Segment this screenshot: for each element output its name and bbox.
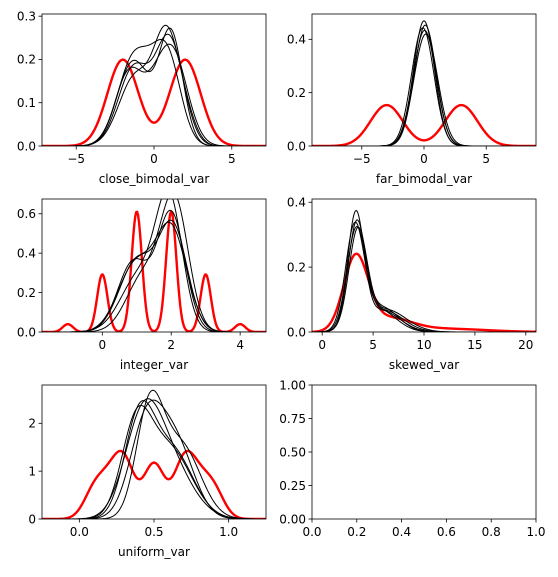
sample-density-line-5 — [312, 226, 536, 332]
reference-density-line — [42, 449, 266, 519]
x-tick-label: 5 — [228, 152, 236, 166]
sample-density-line-4 — [312, 226, 536, 332]
sample-density-line-3 — [312, 27, 536, 146]
x-tick-label: 20 — [518, 338, 533, 352]
x-tick-label: 5 — [369, 338, 377, 352]
sample-density-line-5 — [42, 398, 266, 519]
subplot-6: 0.0 0.2 0.4 0.6 0.8 1.0 0.00 0.25 0.50 0.75 1.00 — [279, 378, 545, 539]
sample-density-line-4 — [42, 24, 266, 146]
axes-frame — [41, 198, 267, 333]
x-tick-label: 4 — [236, 338, 244, 352]
y-tick-label: 0.4 — [287, 33, 306, 47]
x-tick-label: 0.5 — [144, 525, 163, 539]
reference-density-line — [42, 58, 266, 146]
x-tick-label: 0 — [98, 338, 106, 352]
sample-density-line-1 — [312, 20, 536, 146]
sample-density-line-5 — [42, 199, 266, 332]
subplot-1: −5 0 5 0.0 0.1 0.2 0.3 close_bimodal_var — [17, 9, 267, 186]
sample-density-line-2 — [42, 33, 266, 146]
x-axis-label: skewed_var — [389, 358, 459, 372]
y-tick-label: 0.2 — [17, 53, 36, 67]
sample-density-line-3 — [42, 199, 266, 332]
y-tick-label: 1 — [28, 464, 36, 478]
subplot-4: 0 5 10 15 20 0.0 0.2 0.4 skewed_var — [287, 196, 537, 372]
y-tick-label: 0.0 — [17, 139, 36, 153]
x-tick-label: 0 — [318, 338, 326, 352]
sample-density-line-1 — [42, 209, 266, 332]
x-tick-label: 0.6 — [437, 525, 456, 539]
y-tick-label: 0.2 — [287, 86, 306, 100]
x-tick-label: −5 — [67, 152, 85, 166]
x-tick-label: 0.4 — [392, 525, 411, 539]
y-tick-label: 0.4 — [17, 246, 36, 260]
y-tick-label: 0.2 — [287, 260, 306, 274]
x-tick-label: 0 — [420, 152, 428, 166]
x-tick-label: 0 — [150, 152, 158, 166]
sample-density-line-1 — [312, 210, 536, 332]
x-tick-label: −5 — [353, 152, 371, 166]
y-tick-label: 0 — [28, 512, 36, 526]
y-tick-label: 0.25 — [279, 479, 306, 493]
y-tick-label: 0.6 — [17, 207, 36, 221]
reference-density-line — [42, 210, 266, 332]
x-tick-label: 0.0 — [70, 525, 89, 539]
y-tick-label: 1.00 — [279, 378, 306, 392]
x-tick-label: 15 — [467, 338, 482, 352]
reference-density-line — [312, 103, 536, 146]
x-axis-label: integer_var — [120, 358, 188, 372]
axes-frame — [41, 384, 267, 520]
y-tick-label: 0.0 — [17, 325, 36, 339]
x-axis-label: uniform_var — [118, 545, 190, 559]
y-tick-label: 0.0 — [287, 325, 306, 339]
y-tick-label: 0.00 — [279, 512, 306, 526]
y-tick-label: 0.1 — [17, 96, 36, 110]
y-tick-label: 0.2 — [17, 286, 36, 300]
sample-density-line-4 — [312, 29, 536, 146]
x-tick-label: 0.0 — [302, 525, 321, 539]
sample-density-line-2 — [42, 399, 266, 519]
x-tick-label: 0.8 — [482, 525, 501, 539]
x-tick-label: 5 — [482, 152, 490, 166]
x-tick-label: 1.0 — [526, 525, 545, 539]
axes-frame — [311, 384, 537, 520]
subplot-2: −5 0 5 0.0 0.2 0.4 far_bimodal_var — [287, 13, 537, 186]
x-axis-label: close_bimodal_var — [99, 172, 210, 186]
axes-frame — [311, 13, 537, 147]
axes-frame — [41, 13, 267, 147]
y-tick-label: 0.0 — [287, 139, 306, 153]
y-tick-label: 0.4 — [287, 196, 306, 210]
sample-density-line-4 — [42, 221, 266, 332]
sample-density-line-3 — [42, 43, 266, 146]
y-tick-label: 0.50 — [279, 445, 306, 459]
sample-density-line-1 — [42, 400, 266, 519]
subplot-3: 0 2 4 0.0 0.2 0.4 0.6 integer_var — [17, 198, 267, 372]
subplot-5: 0.0 0.5 1.0 0 1 2 uniform_var — [28, 384, 267, 559]
sample-density-line-5 — [312, 33, 536, 146]
y-tick-label: 0.3 — [17, 9, 36, 23]
y-tick-label: 2 — [28, 417, 36, 431]
x-tick-label: 0.2 — [347, 525, 366, 539]
sample-density-line-2 — [42, 219, 266, 332]
x-tick-label: 10 — [416, 338, 431, 352]
x-axis-label: far_bimodal_var — [376, 172, 472, 186]
x-tick-label: 2 — [167, 338, 175, 352]
sample-density-line-4 — [42, 389, 266, 519]
y-tick-label: 0.75 — [279, 412, 306, 426]
x-tick-label: 1.0 — [219, 525, 238, 539]
sample-density-line-2 — [312, 24, 536, 146]
